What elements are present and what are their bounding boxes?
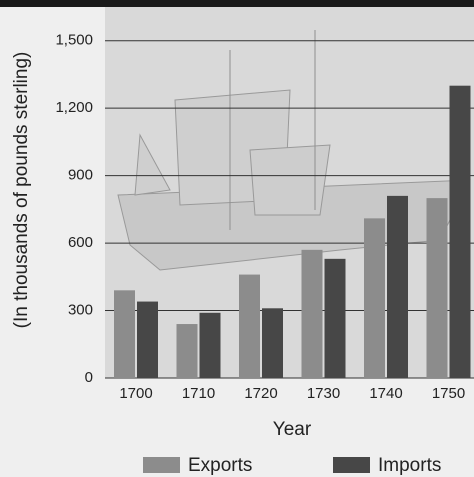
x-tick-label: 1700	[119, 385, 152, 402]
x-axis-label: Year	[273, 419, 312, 440]
legend-swatch	[143, 457, 180, 473]
x-tick-label: 1750	[432, 385, 465, 402]
bar	[239, 275, 260, 378]
y-tick-label: 900	[68, 167, 93, 184]
chart: (In thousands of pounds sterling) Year 0…	[0, 0, 474, 477]
legend-swatch	[333, 457, 370, 473]
top-strip	[0, 0, 474, 7]
legend-label: Imports	[378, 455, 441, 476]
bar	[450, 86, 471, 378]
bar	[114, 290, 135, 378]
bar	[302, 250, 323, 378]
x-tick-label: 1730	[307, 385, 340, 402]
y-tick-label: 300	[68, 302, 93, 319]
bar	[364, 218, 385, 378]
bar	[137, 302, 158, 378]
bar	[177, 324, 198, 378]
bar	[427, 198, 448, 378]
y-axis-label: (In thousands of pounds sterling)	[11, 52, 32, 329]
bar	[200, 313, 221, 378]
y-tick-label: 1,500	[55, 32, 93, 49]
x-tick-label: 1720	[244, 385, 277, 402]
bar	[262, 308, 283, 378]
x-tick-label: 1710	[182, 385, 215, 402]
x-tick-label: 1740	[369, 385, 402, 402]
bar	[325, 259, 346, 378]
y-tick-label: 1,200	[55, 99, 93, 116]
bar	[387, 196, 408, 378]
legend-label: Exports	[188, 455, 252, 476]
y-tick-label: 0	[85, 369, 93, 386]
y-tick-label: 600	[68, 234, 93, 251]
